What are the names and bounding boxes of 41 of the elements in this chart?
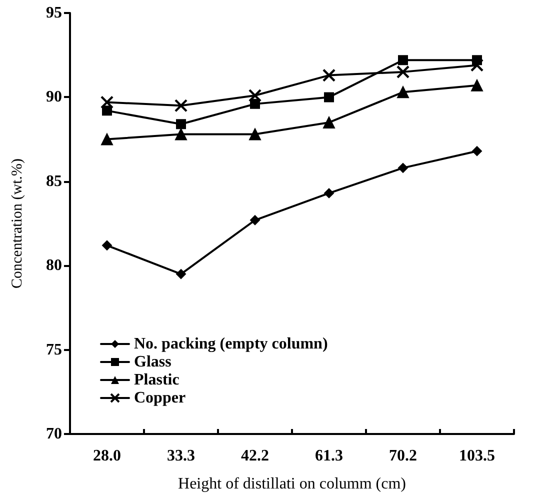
y-axis-title: Concentration (wt.%) — [10, 158, 26, 288]
x-tick-label: 70.2 — [389, 448, 417, 464]
y-tick-label: 70 — [46, 426, 62, 442]
x-tick-label: 103.5 — [459, 448, 495, 464]
y-tick-label: 95 — [46, 4, 62, 22]
x-tick-label: 28.0 — [93, 448, 121, 464]
point — [102, 240, 112, 250]
point — [322, 68, 336, 82]
point — [398, 162, 408, 173]
point — [397, 86, 409, 98]
legend-label: Plastic — [134, 372, 180, 388]
point — [176, 119, 186, 130]
y-tick-label: 80 — [46, 257, 62, 274]
point — [101, 133, 113, 146]
point — [175, 128, 187, 140]
point — [471, 79, 483, 92]
y-tick-label: 75 — [46, 341, 62, 358]
x-tick-label: 33.3 — [167, 448, 195, 464]
point — [250, 98, 260, 109]
y-tick-label: 90 — [46, 88, 62, 106]
point — [102, 106, 112, 116]
point — [398, 55, 408, 66]
legend-label: Glass — [134, 354, 172, 370]
point — [249, 128, 261, 140]
point — [323, 116, 335, 128]
x-axis-title: Height of distillati on columm (cm) — [178, 476, 406, 492]
point — [324, 92, 334, 102]
point — [176, 269, 186, 280]
legend-label: Copper — [134, 390, 186, 406]
point — [396, 65, 410, 79]
point — [324, 188, 334, 198]
point — [470, 58, 484, 72]
point — [248, 88, 262, 102]
y-tick-label: 85 — [46, 172, 62, 190]
legend-label: No. packing (empty column) — [134, 336, 328, 352]
x-tick-label: 61.3 — [315, 448, 343, 464]
point — [472, 146, 482, 156]
point — [174, 99, 188, 112]
point — [100, 96, 114, 109]
point — [250, 215, 260, 226]
x-tick-label: 42.2 — [241, 448, 269, 464]
